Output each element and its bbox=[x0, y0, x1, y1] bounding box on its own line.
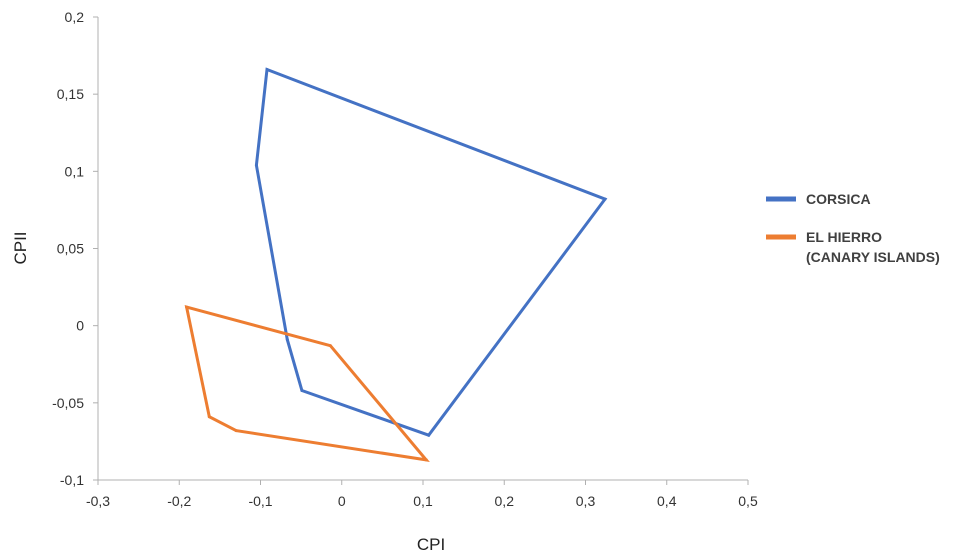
x-tick-labels: -0,3 -0,2 -0,1 0 0,1 0,2 0,3 0,4 0,5 bbox=[86, 480, 758, 509]
data-point bbox=[300, 388, 304, 392]
legend-label: EL HIERRO bbox=[806, 229, 882, 245]
y-tick-label: -0,1 bbox=[60, 472, 84, 488]
data-point bbox=[254, 163, 258, 167]
series-corsica bbox=[254, 67, 608, 437]
series-line-el-hierro-canary-islands bbox=[184, 305, 430, 462]
y-tick-label: 0,1 bbox=[65, 163, 85, 179]
legend-label: (CANARY ISLANDS) bbox=[806, 249, 940, 265]
x-axis-title: CPI bbox=[417, 535, 445, 554]
data-point bbox=[328, 344, 332, 348]
x-tick-label: 0,3 bbox=[576, 493, 596, 509]
data-point bbox=[285, 338, 289, 342]
y-tick-label: 0,2 bbox=[65, 9, 85, 25]
data-point bbox=[234, 429, 238, 433]
data-point bbox=[603, 197, 607, 201]
legend-item-corsica: CORSICA bbox=[766, 191, 871, 207]
legend-label: CORSICA bbox=[806, 191, 871, 207]
data-point bbox=[185, 305, 189, 309]
y-tick-label: 0 bbox=[76, 318, 84, 334]
x-tick-label: 0,2 bbox=[495, 493, 515, 509]
legend: CORSICA EL HIERRO (CANARY ISLANDS) bbox=[766, 191, 940, 265]
data-point bbox=[207, 415, 211, 419]
y-tick-label: -0,05 bbox=[52, 395, 84, 411]
y-tick-label: 0,15 bbox=[57, 86, 84, 102]
series-el-hierro-canary-islands bbox=[184, 305, 430, 462]
plot-area bbox=[97, 17, 748, 481]
y-axis-title: CPII bbox=[11, 231, 30, 264]
x-tick-label: 0 bbox=[338, 493, 346, 509]
x-tick-label: 0,1 bbox=[413, 493, 433, 509]
data-point bbox=[427, 433, 431, 437]
x-tick-label: -0,2 bbox=[167, 493, 191, 509]
x-tick-label: -0,1 bbox=[248, 493, 272, 509]
data-point bbox=[265, 67, 269, 71]
x-tick-label: 0,5 bbox=[738, 493, 758, 509]
series-line-corsica bbox=[254, 67, 608, 437]
legend-item-el-hierro-canary-islands: EL HIERRO (CANARY ISLANDS) bbox=[766, 229, 940, 265]
y-tick-label: 0,05 bbox=[57, 241, 84, 257]
x-tick-label: -0,3 bbox=[86, 493, 110, 509]
x-tick-label: 0,4 bbox=[657, 493, 677, 509]
data-point bbox=[424, 458, 428, 462]
y-tick-labels: -0,1 -0,05 0 0,05 0,1 0,15 0,2 bbox=[52, 9, 98, 488]
series-layer bbox=[184, 67, 608, 462]
